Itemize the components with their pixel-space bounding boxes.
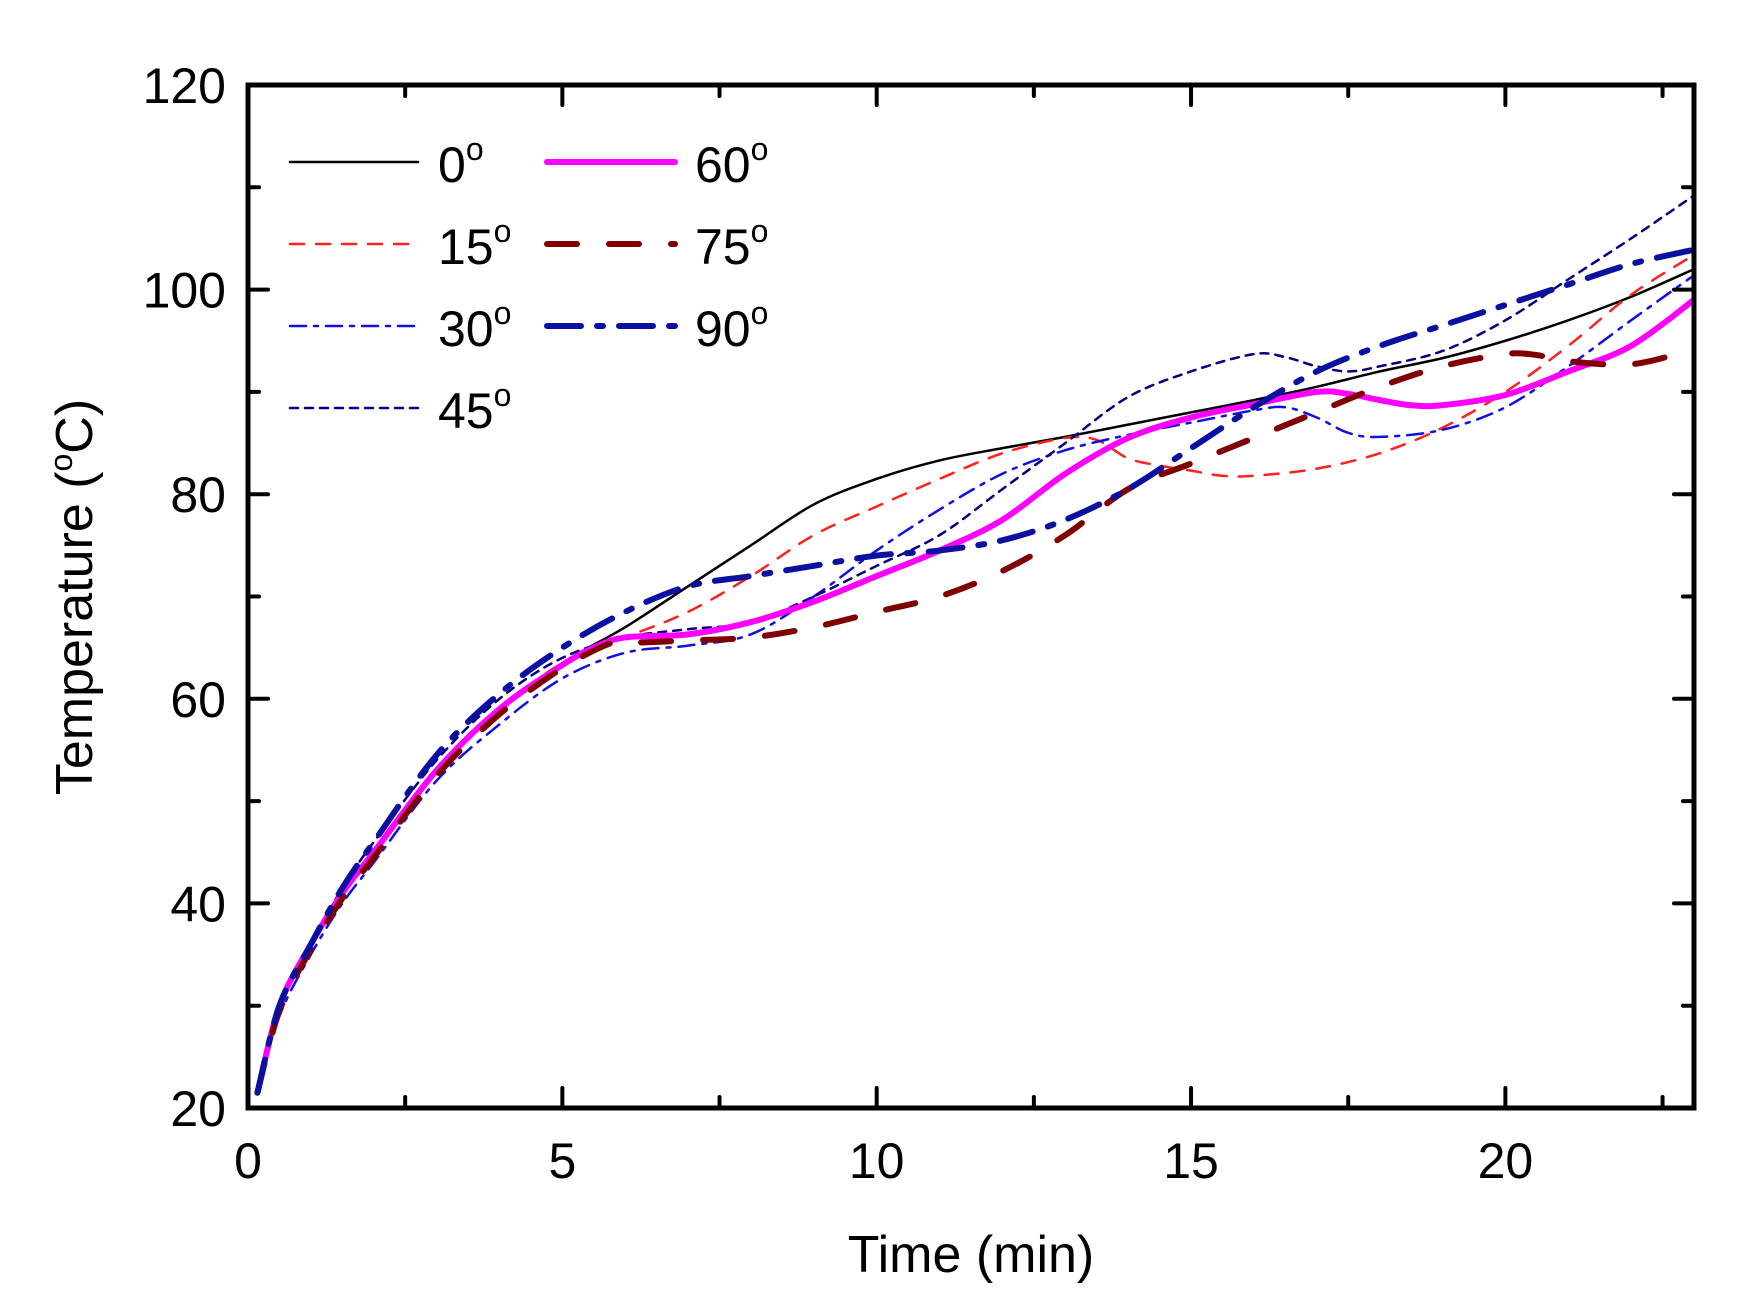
legend-label: 60o bbox=[695, 131, 768, 193]
legend-label: 15o bbox=[438, 213, 511, 275]
y-axis-title-main: Temperature ( bbox=[46, 471, 104, 795]
legend-item-45deg: 45o bbox=[288, 377, 511, 439]
x-tick-label: 0 bbox=[234, 1133, 262, 1189]
legend-item-60deg: 60o bbox=[544, 131, 768, 193]
y-axis-title-rest: C) bbox=[46, 399, 104, 454]
legend-item-0deg: 0o bbox=[288, 131, 484, 193]
series-layer bbox=[254, 194, 1694, 1096]
legend-label: 30o bbox=[438, 295, 511, 357]
y-tick-label: 120 bbox=[143, 58, 226, 114]
legend-item-75deg: 75o bbox=[544, 213, 768, 275]
y-axis-title-degree: o bbox=[43, 454, 79, 472]
y-tick-label: 40 bbox=[170, 876, 226, 932]
x-tick-labels: 0 5 10 15 20 bbox=[234, 1133, 1533, 1189]
series-line-75deg bbox=[254, 347, 1691, 1096]
y-tick-label: 60 bbox=[170, 672, 226, 728]
legend-label: 45o bbox=[438, 377, 511, 439]
y-tick-label: 100 bbox=[143, 263, 226, 319]
y-tick-label: 20 bbox=[170, 1081, 226, 1137]
x-axis-title: Time (min) bbox=[848, 1226, 1095, 1284]
series-line-15deg bbox=[256, 253, 1694, 1094]
legend: 0o 15o 30o 45o 60o 75o 90o bbox=[288, 131, 768, 439]
legend-item-30deg: 30o bbox=[288, 295, 511, 357]
ticks-layer bbox=[246, 83, 1696, 1110]
legend-label: 90o bbox=[695, 295, 768, 357]
x-tick-label: 15 bbox=[1163, 1133, 1219, 1189]
legend-label: 0o bbox=[438, 131, 484, 193]
y-tick-labels: 20 40 60 80 100 120 bbox=[143, 58, 226, 1137]
legend-label: 75o bbox=[695, 213, 768, 275]
legend-item-15deg: 15o bbox=[288, 213, 511, 275]
legend-item-90deg: 90o bbox=[544, 295, 768, 357]
y-axis-title: Temperature (oC) bbox=[43, 399, 104, 795]
x-tick-label: 20 bbox=[1478, 1133, 1534, 1189]
series-line-90deg bbox=[254, 246, 1694, 1096]
y-tick-label: 80 bbox=[170, 467, 226, 523]
x-tick-label: 5 bbox=[548, 1133, 576, 1189]
x-tick-label: 10 bbox=[849, 1133, 905, 1189]
